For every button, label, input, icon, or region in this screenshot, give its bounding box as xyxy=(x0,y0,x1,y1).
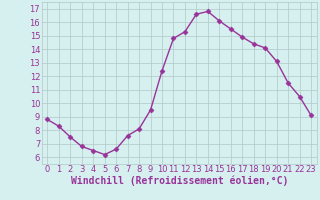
X-axis label: Windchill (Refroidissement éolien,°C): Windchill (Refroidissement éolien,°C) xyxy=(70,176,288,186)
